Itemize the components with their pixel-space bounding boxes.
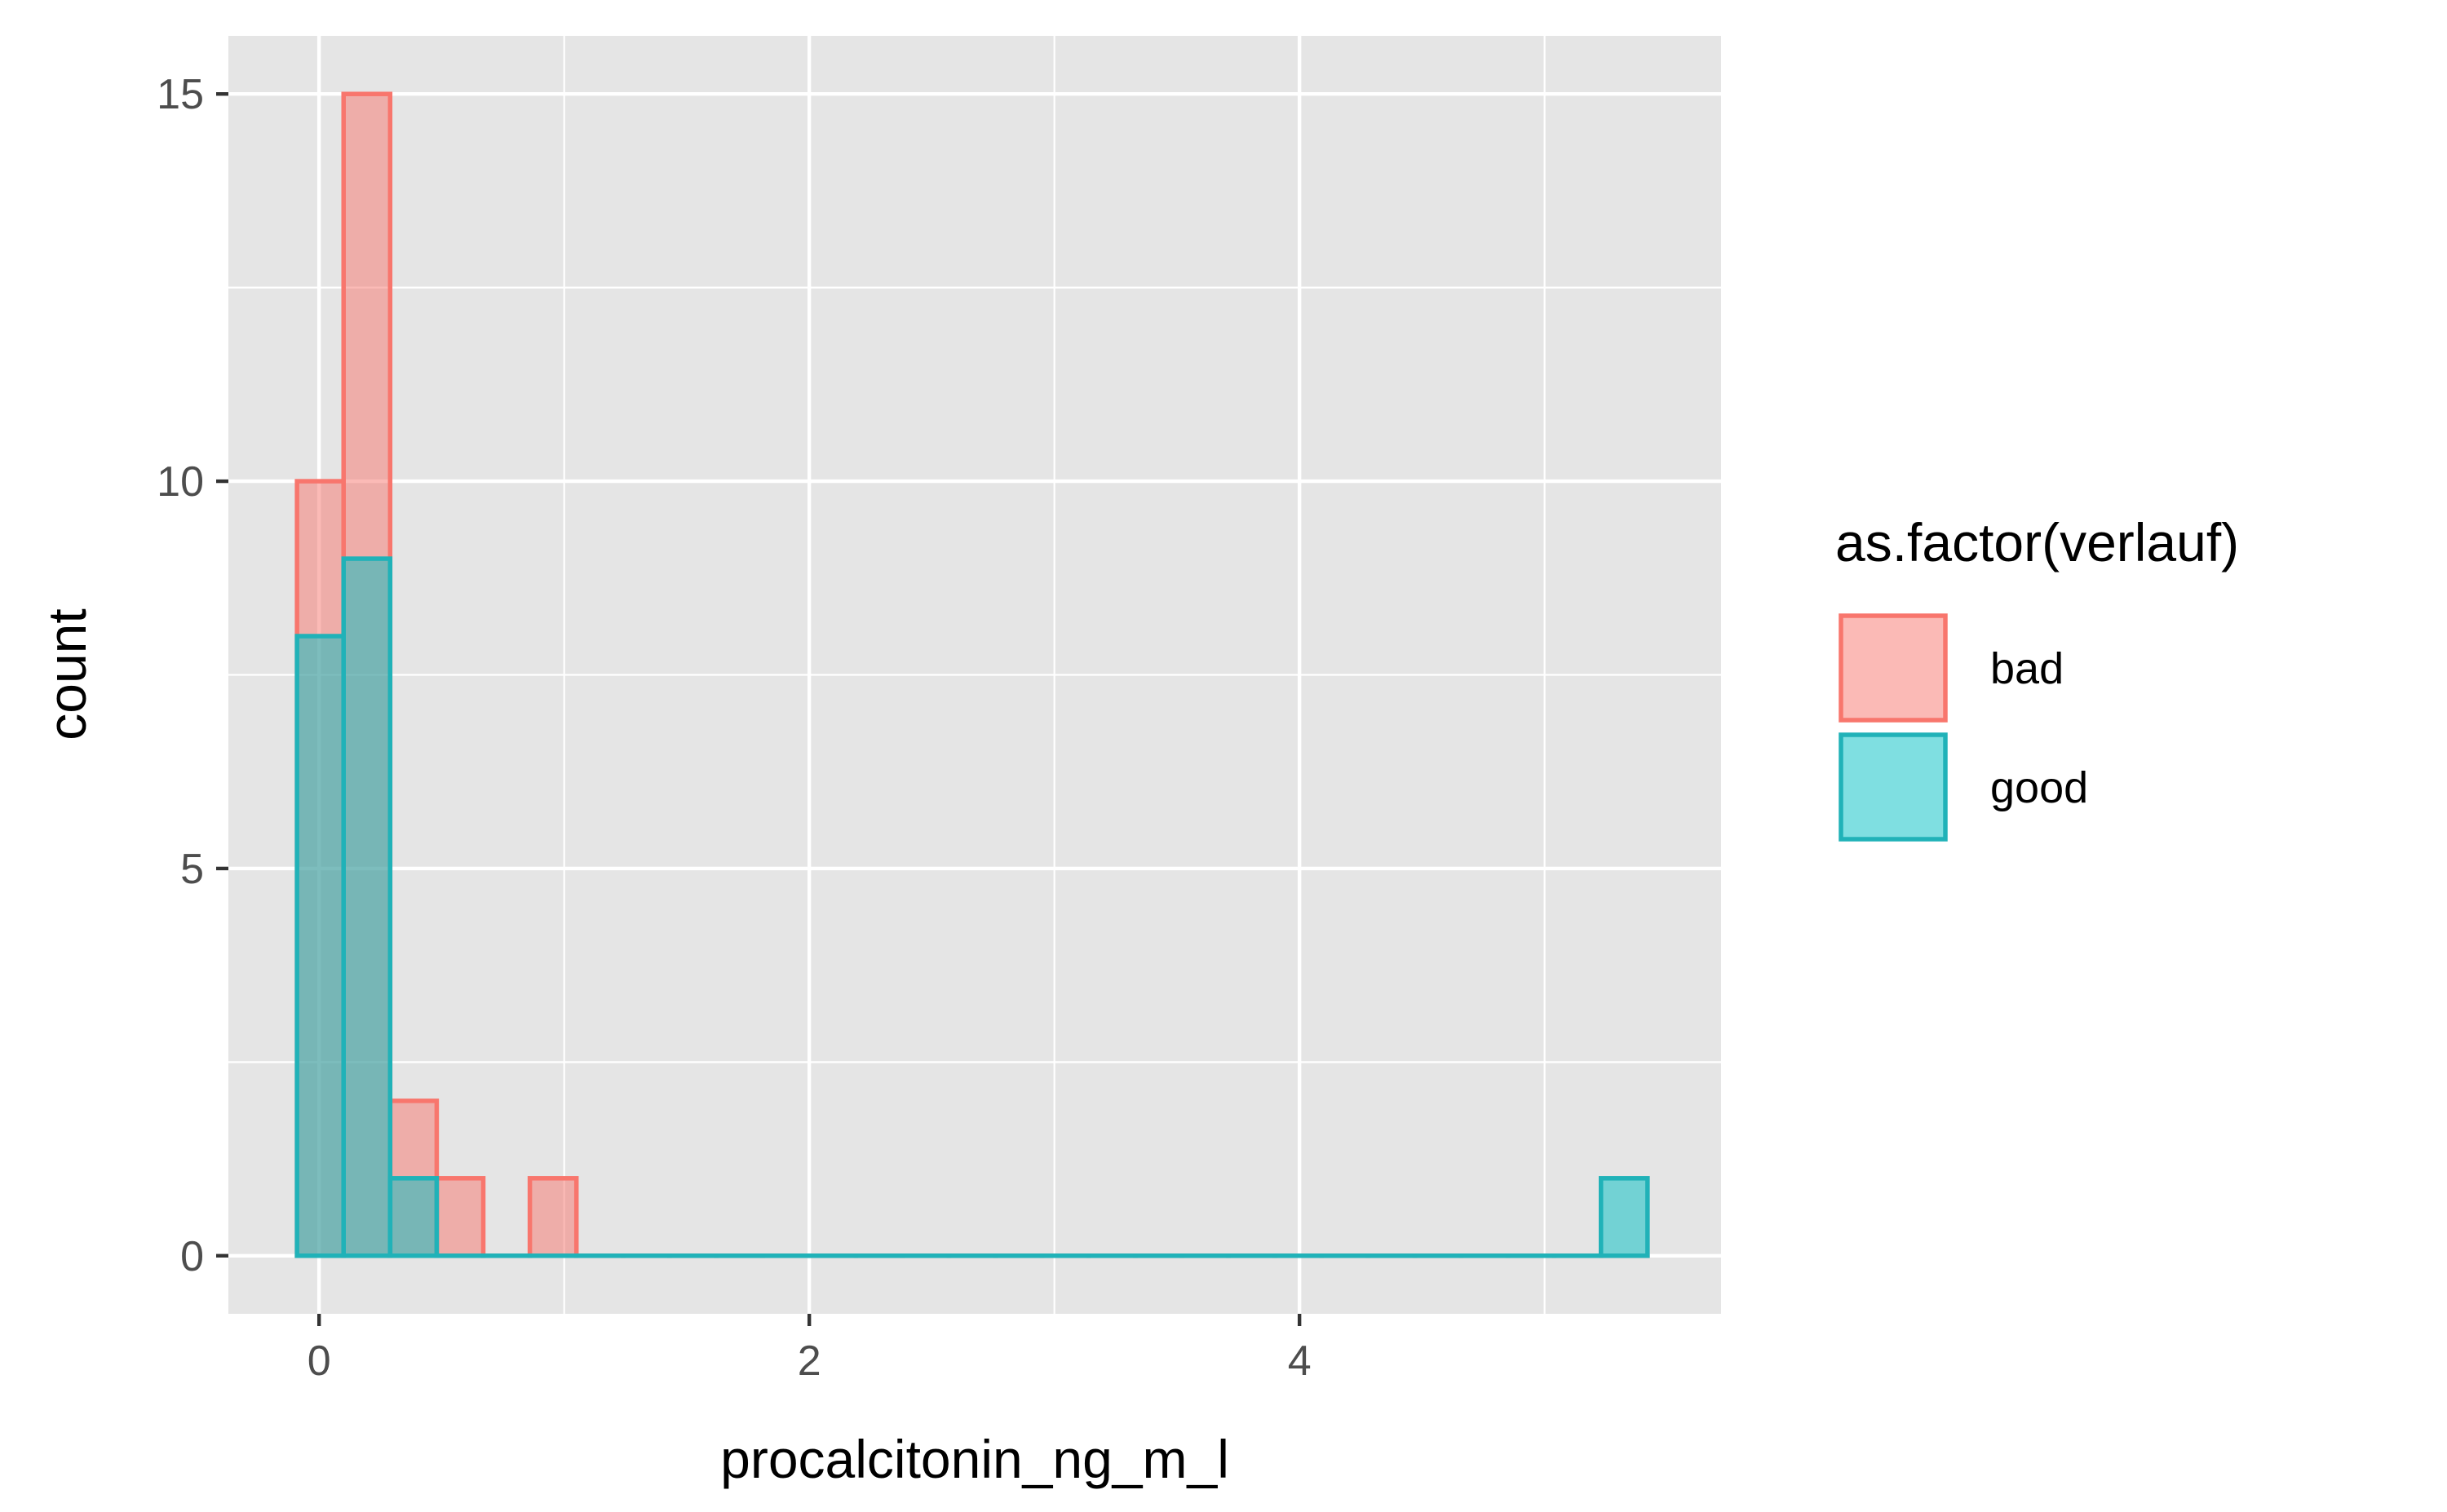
y-axis-title: count: [37, 608, 97, 740]
y-tick-label: 15: [157, 71, 204, 118]
legend-label-good: good: [1990, 763, 2088, 812]
y-tick-label: 0: [180, 1233, 204, 1280]
series-good: [294, 556, 1650, 1258]
x-tick-label: 2: [798, 1337, 821, 1385]
bar-bad: [527, 1176, 579, 1258]
x-tick-label: 0: [308, 1337, 331, 1385]
x-tick-label: 4: [1288, 1337, 1312, 1385]
bar-good: [387, 1176, 440, 1258]
x-axis-title: procalcitonin_ng_m_l: [720, 1429, 1229, 1489]
legend-key-bad: [1839, 613, 1948, 723]
y-axis: 0 5 10 15: [157, 71, 228, 1280]
bar-good: [341, 556, 393, 1258]
legend-key-good: [1839, 732, 1948, 842]
bar-bad: [434, 1176, 486, 1258]
grid-minor: [228, 36, 1721, 1314]
x-axis: 0 2 4: [308, 1314, 1312, 1385]
bars: [294, 91, 1650, 1258]
legend-label-bad: bad: [1990, 644, 2064, 693]
legend: as.factor(verlauf) bad good: [1835, 512, 2239, 842]
legend-title: as.factor(verlauf): [1835, 512, 2239, 573]
bar-good: [294, 634, 346, 1258]
y-tick-label: 10: [157, 458, 204, 506]
bar-good: [1599, 1176, 1650, 1258]
y-tick-label: 5: [180, 846, 204, 893]
